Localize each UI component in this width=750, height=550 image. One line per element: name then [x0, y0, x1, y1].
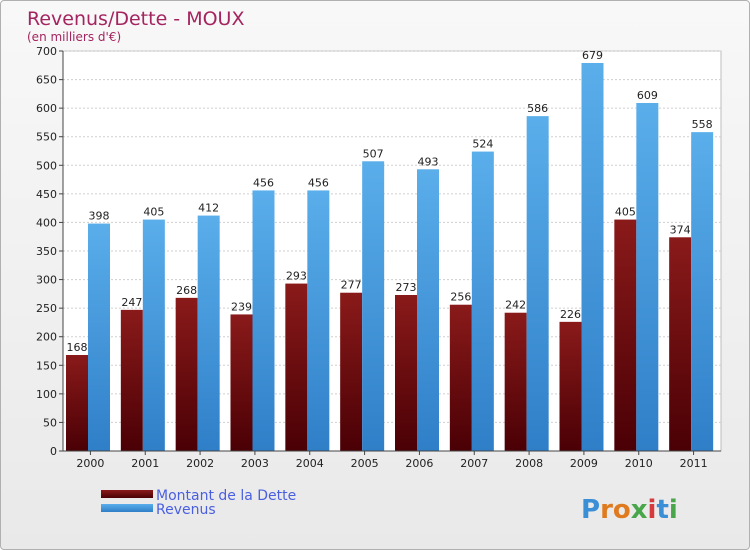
x-tick-label: 2008 — [515, 457, 543, 470]
legend-swatch-revenus — [101, 504, 153, 512]
data-label-debt: 168 — [67, 341, 88, 354]
y-tick-label: 400 — [36, 216, 57, 229]
data-label-revenus: 456 — [308, 176, 329, 189]
bar-debt — [614, 219, 637, 451]
x-tick-label: 2003 — [241, 457, 269, 470]
bar-revenus — [142, 219, 165, 451]
y-tick-label: 250 — [36, 302, 57, 315]
bar-revenus — [417, 169, 439, 452]
data-label-debt: 374 — [670, 223, 691, 236]
logo-text: Proxiti — [581, 495, 678, 525]
data-label-debt: 268 — [176, 284, 197, 297]
bar-revenus — [691, 132, 714, 451]
y-tick-label: 600 — [36, 102, 57, 115]
y-tick-label: 150 — [36, 359, 57, 372]
bar-revenus — [197, 215, 220, 451]
bar-debt — [669, 237, 692, 451]
data-label-debt: 293 — [286, 270, 307, 283]
bar-revenus — [581, 63, 604, 451]
x-tick-label: 2001 — [131, 457, 159, 470]
x-tick-label: 2002 — [186, 457, 214, 470]
data-label-revenus: 507 — [363, 147, 384, 160]
bar-debt — [559, 321, 582, 451]
data-label-revenus: 586 — [527, 102, 548, 115]
y-tick-label: 100 — [36, 388, 57, 401]
bar-debt — [504, 312, 527, 451]
y-tick-label: 300 — [36, 274, 57, 287]
bar-revenus — [471, 151, 494, 452]
bar-debt — [449, 304, 472, 451]
y-tick-label: 500 — [36, 159, 57, 172]
data-label-revenus: 398 — [89, 210, 110, 223]
plot-area: 0 50 100 150 200 250 300 350 400 450 500 550 600 650 7… — [36, 45, 722, 470]
bar-debt — [395, 295, 417, 451]
x-tick-label: 2004 — [296, 457, 324, 470]
y-tick-label: 350 — [36, 245, 57, 258]
bar-debt — [120, 309, 143, 451]
y-tick-label: 450 — [36, 188, 57, 201]
data-label-revenus: 456 — [253, 176, 274, 189]
bar-debt — [66, 355, 88, 451]
bar-revenus — [526, 116, 549, 452]
y-tick-label: 550 — [36, 131, 57, 144]
x-tick-label: 2006 — [405, 457, 433, 470]
legend-swatch-debt — [101, 490, 153, 498]
data-label-debt: 277 — [341, 279, 362, 292]
y-tick-label: 200 — [36, 331, 57, 344]
data-label-debt: 405 — [615, 206, 636, 219]
y-tick-label: 0 — [50, 445, 57, 458]
data-label-debt: 242 — [505, 299, 526, 312]
legend-label-revenus: Revenus — [156, 502, 216, 518]
data-label-revenus: 679 — [582, 49, 603, 62]
y-tick-label: 650 — [36, 74, 57, 87]
y-tick-label: 50 — [43, 416, 57, 429]
chart-title: Revenus/Dette - MOUX — [27, 8, 244, 30]
data-label-revenus: 558 — [692, 118, 713, 131]
data-label-debt: 273 — [396, 281, 417, 294]
data-label-debt: 226 — [560, 308, 581, 321]
bar-debt — [230, 314, 253, 451]
legend: Montant de la Dette Revenus — [101, 488, 296, 518]
x-tick-label: 2007 — [460, 457, 488, 470]
x-tick-label: 2009 — [570, 457, 598, 470]
data-label-debt: 256 — [450, 291, 471, 304]
x-tick-label: 2010 — [625, 457, 653, 470]
bar-revenus — [636, 103, 659, 451]
bar-revenus — [88, 223, 110, 451]
data-label-debt: 247 — [121, 296, 142, 309]
x-tick-label: 2011 — [680, 457, 708, 470]
proxiti-logo: Proxiti — [581, 495, 678, 525]
y-tick-label: 700 — [36, 45, 57, 58]
x-tick-label: 2000 — [76, 457, 104, 470]
data-label-revenus: 609 — [637, 89, 658, 102]
bar-revenus — [362, 161, 385, 452]
bar-debt — [340, 292, 363, 451]
data-label-revenus: 524 — [472, 138, 493, 151]
data-label-revenus: 493 — [418, 155, 439, 168]
bar-debt — [285, 283, 308, 451]
bar-debt — [175, 297, 198, 451]
data-label-revenus: 412 — [198, 202, 219, 215]
bar-revenus — [307, 190, 330, 451]
bar-revenus — [252, 190, 275, 451]
x-tick-label: 2005 — [351, 457, 379, 470]
data-label-debt: 239 — [231, 300, 252, 313]
data-label-revenus: 405 — [143, 206, 164, 219]
legend-label-debt: Montant de la Dette — [156, 488, 296, 504]
chart-subtitle: (en milliers d'€) — [27, 30, 121, 44]
